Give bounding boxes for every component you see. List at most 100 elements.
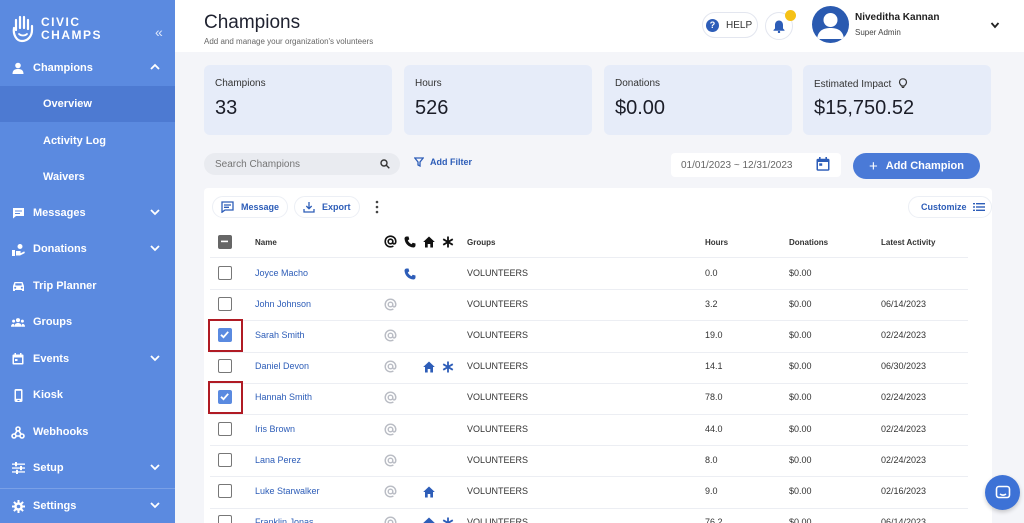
champion-name-link[interactable]: Hannah Smith [255,392,313,403]
list-icon [972,203,985,211]
champion-name-link[interactable]: Daniel Devon [255,361,310,372]
home-icon [423,517,435,523]
chevron-down-icon [150,209,160,216]
row-checkbox[interactable] [218,484,232,498]
sidebar-item-setup[interactable]: Setup [0,450,175,486]
row-checkbox[interactable] [218,421,232,436]
customize-label: Customize [921,202,967,212]
info-icon[interactable] [898,78,908,88]
message-button[interactable]: Message [212,196,289,218]
page-title: Champions [204,12,301,33]
sidebar-item-settings[interactable]: Settings [0,488,175,523]
column-header-donations[interactable]: Donations [789,238,829,247]
champions-table-panel [204,188,992,523]
sidebar-item-webhooks[interactable]: Webhooks [0,414,175,450]
champion-name-link[interactable]: Lana Perez [255,454,302,465]
column-header-groups[interactable]: Groups [467,238,496,247]
more-options-icon[interactable] [374,200,380,214]
message-icon [11,206,25,220]
date-range-picker[interactable]: 01/01/2023 ~ 12/31/2023 [671,153,841,177]
sidebar-item-messages[interactable]: Messages [0,195,175,231]
search-input[interactable] [204,153,400,175]
email-icon [384,329,397,342]
column-header-latest-activity[interactable]: Latest Activity [881,238,936,247]
stat-card-estimated-impact: Estimated Impact $15,750.52 [803,65,991,135]
asterisk-icon [442,361,454,373]
message-icon [221,201,234,213]
latest-activity-cell: 02/24/2023 [881,392,927,403]
row-checkbox[interactable] [218,452,232,467]
sidebar-item-champions[interactable]: Champions [0,50,175,86]
stat-card-champions: Champions 33 [204,65,392,135]
date-range-value: 01/01/2023 ~ 12/31/2023 [681,159,793,171]
sidebar-item-label: Settings [33,500,77,512]
selection-highlight [208,381,243,415]
collapse-sidebar-icon[interactable]: « [155,24,163,40]
search-icon[interactable] [380,159,390,169]
row-divider [210,320,968,322]
stat-value: $15,750.52 [814,97,915,119]
email-icon [384,485,397,498]
user-menu-chevron-icon[interactable] [990,20,1000,30]
checkmark-icon [220,331,229,339]
help-button[interactable]: ? HELP [702,12,758,38]
champion-name-link[interactable]: Iris Brown [255,423,296,434]
row-checkbox[interactable] [218,515,232,523]
champion-name-link[interactable]: Franklin Jonas [255,517,314,523]
page-subtitle: Add and manage your organization's volun… [204,37,374,46]
column-header-name[interactable]: Name [255,238,277,247]
add-champion-label: Add Champion [885,160,964,172]
civic-champs-logo[interactable]: CIVIC CHAMPS [11,14,102,44]
group-cell: VOLUNTEERS [467,267,529,278]
chevron-down-icon [150,245,160,252]
export-button[interactable]: Export [294,196,360,218]
sidebar-item-waivers[interactable]: Waivers [0,159,175,195]
help-icon: ? [706,18,719,32]
avatar[interactable] [812,6,849,43]
donations-cell: $0.00 [789,298,812,309]
group-cell: VOLUNTEERS [467,361,529,372]
sidebar-item-label: Messages [33,207,86,219]
email-icon [384,391,397,404]
home-icon [423,361,435,373]
sidebar-item-groups[interactable]: Groups [0,304,175,340]
hours-cell: 8.0 [705,454,718,465]
sidebar-item-events[interactable]: Events [0,341,175,377]
champion-name-link[interactable]: John Johnson [255,298,312,309]
champion-name-link[interactable]: Sarah Smith [255,330,305,340]
sidebar-item-overview[interactable]: Overview [0,86,175,122]
filter-icon [414,157,424,167]
notifications-button[interactable] [765,12,793,40]
sidebar-item-label: Activity Log [43,135,106,147]
email-column-icon [384,235,397,248]
calendar-icon[interactable] [816,157,830,171]
sidebar-item-donations[interactable]: Donations [0,231,175,267]
row-checkbox[interactable] [218,296,232,311]
home-icon [423,486,435,498]
sidebar-item-activity-log[interactable]: Activity Log [0,123,175,159]
home-column-icon [423,236,435,248]
chat-support-button[interactable] [985,475,1020,510]
group-cell: VOLUNTEERS [467,517,529,523]
donations-cell: $0.00 [789,423,812,434]
sidebar-item-kiosk[interactable]: Kiosk [0,377,175,413]
select-all-checkbox[interactable] [218,235,232,249]
add-filter-button[interactable]: Add Filter [414,157,472,167]
row-checkbox[interactable] [218,265,232,280]
sidebar-item-label: Overview [43,98,92,110]
help-label: HELP [726,19,753,31]
export-label: Export [322,202,351,212]
champion-name-link[interactable]: Joyce Macho [255,267,309,278]
donations-cell: $0.00 [789,361,812,372]
row-checkbox[interactable] [218,359,232,374]
download-icon [303,202,315,213]
customize-button[interactable]: Customize [908,196,992,218]
group-cell: VOLUNTEERS [467,298,529,309]
latest-activity-cell: 02/24/2023 [881,454,927,465]
add-champion-button[interactable]: + Add Champion [853,153,980,179]
sidebar-item-trip-planner[interactable]: Trip Planner [0,268,175,304]
row-checkbox[interactable] [218,390,232,405]
column-header-hours[interactable]: Hours [705,238,729,247]
champion-name-link[interactable]: Luke Starwalker [255,486,320,496]
row-checkbox[interactable] [218,328,232,342]
